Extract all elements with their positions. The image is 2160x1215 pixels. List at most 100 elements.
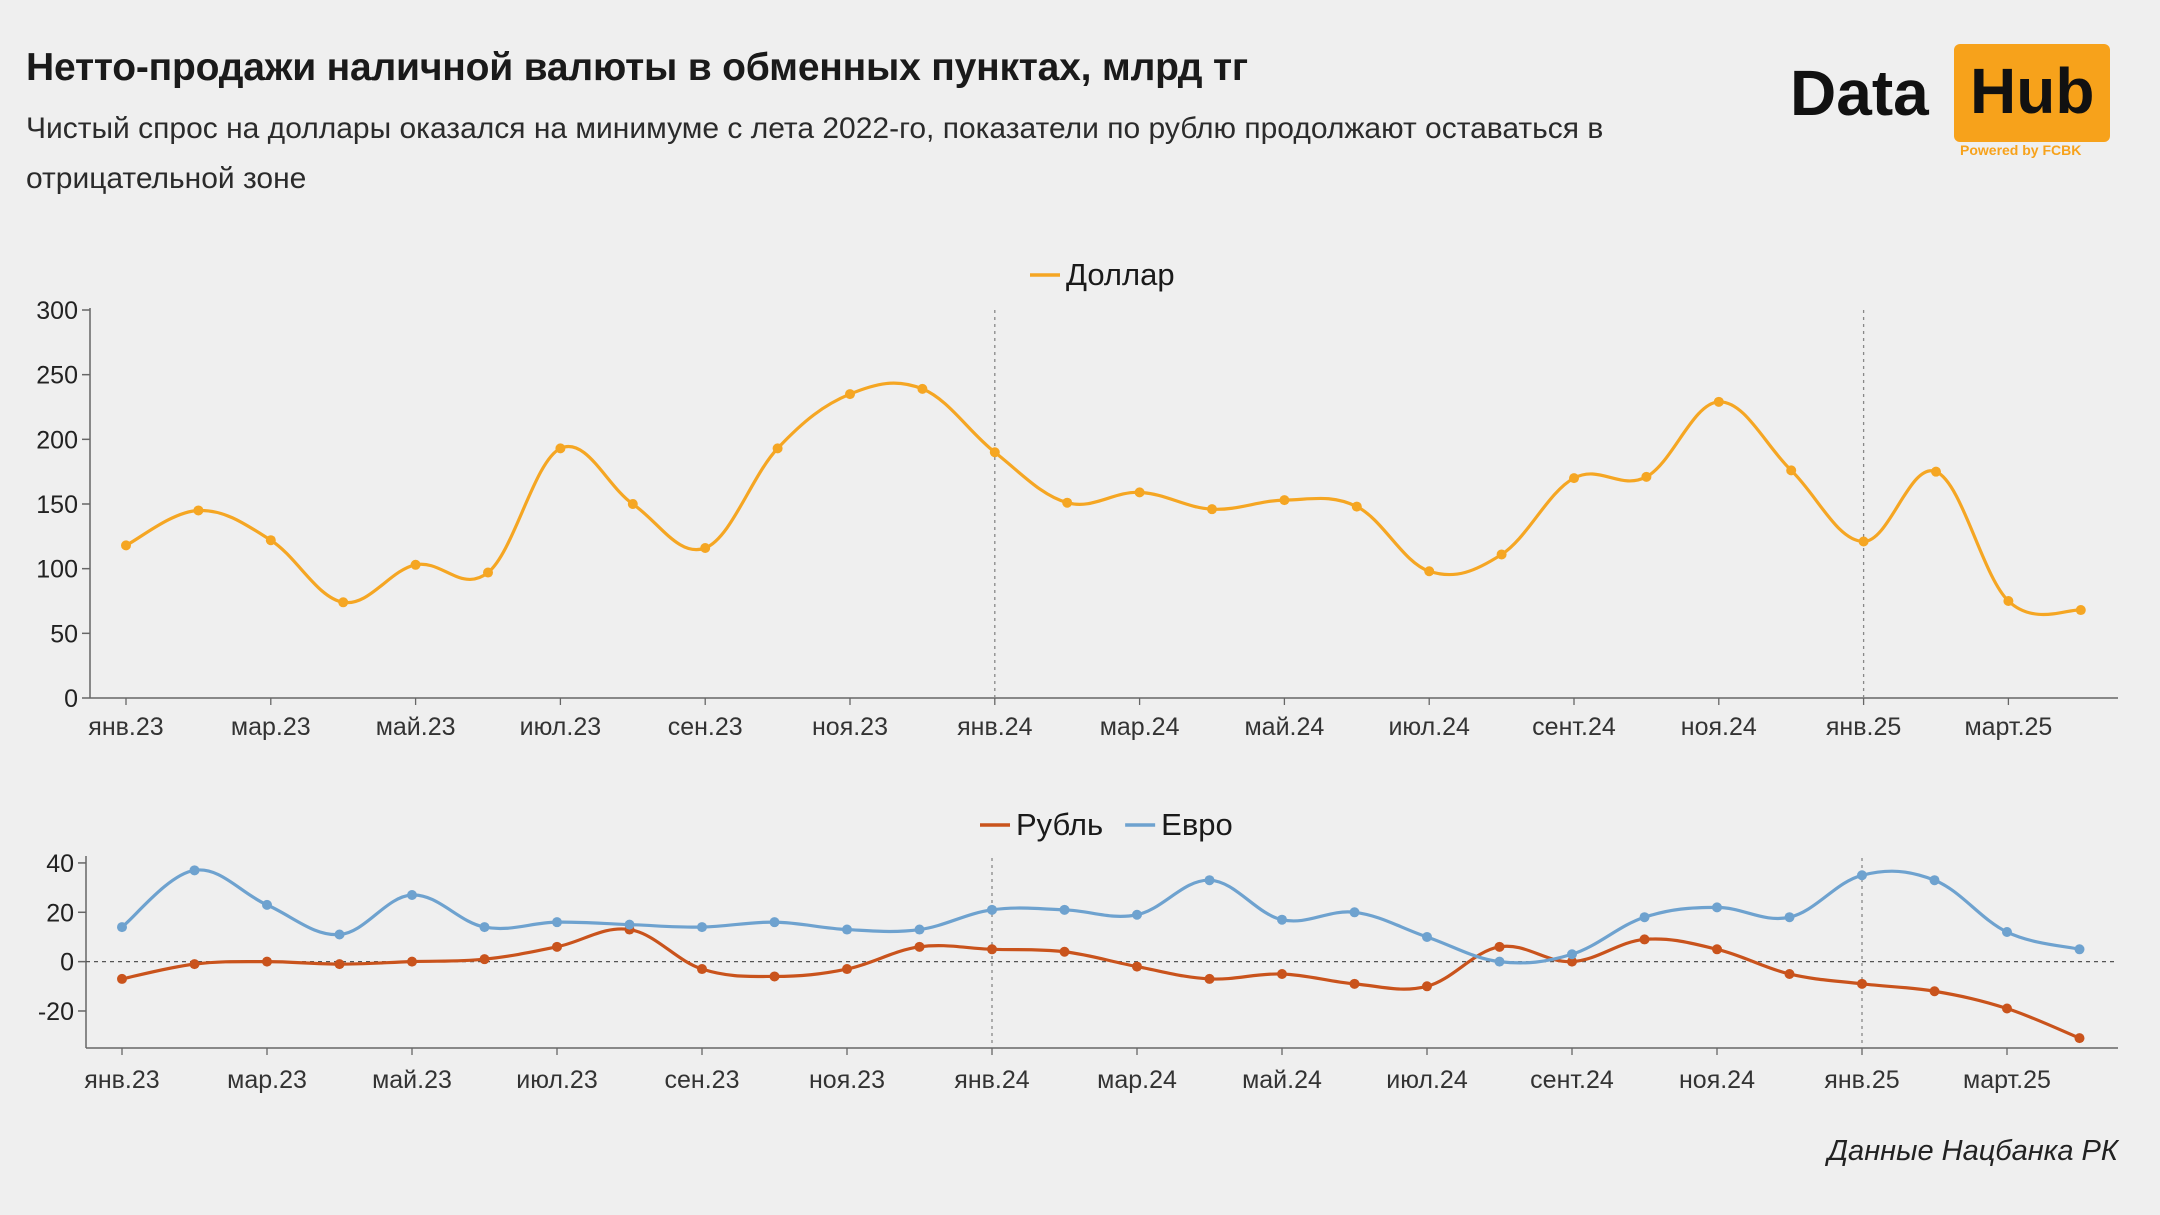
data-point: [117, 973, 127, 984]
x-tick-label: июл.23: [516, 1066, 598, 1094]
source-note: Данные Нацбанка РК: [1827, 1135, 2118, 1167]
y-tick-label: 250: [36, 362, 78, 390]
x-tick-label: сен.23: [668, 713, 743, 741]
x-tick-label: ноя.23: [809, 1066, 885, 1094]
data-point: [1567, 956, 1577, 967]
data-point: [1132, 961, 1142, 972]
x-tick-label: ноя.23: [812, 713, 888, 741]
data-point: [2074, 944, 2085, 955]
data-point: [121, 540, 131, 551]
x-tick-label: сент.24: [1530, 1066, 1614, 1094]
data-point: [1639, 912, 1650, 923]
series-line: [120, 868, 2080, 965]
data-point: [769, 971, 780, 982]
x-tick-label: янв.25: [1826, 713, 1901, 741]
dollar-chart: 0 50 100 150 200 250 300 янв.23 мар.23 май.23 июл.…: [36, 257, 2118, 741]
x-tick-label: май.23: [372, 1066, 452, 1094]
data-point: [917, 383, 928, 394]
x-tick-label: май.23: [376, 713, 456, 741]
data-point: [914, 924, 925, 935]
x-tick-label: июл.24: [1386, 1066, 1468, 1094]
x-tick-label: май.24: [1244, 713, 1324, 741]
y-tick-label: -20: [38, 998, 74, 1026]
x-tick-label: янв.23: [88, 713, 163, 741]
data-point: [2003, 596, 2014, 606]
data-point: [1207, 504, 1217, 515]
data-point: [262, 899, 272, 910]
data-point: [624, 919, 635, 930]
legend-item: Евро: [1125, 807, 1233, 842]
x-tick-label: сент.24: [1532, 713, 1616, 741]
data-point: [1496, 549, 1507, 560]
chart-title: Нетто-продажи наличной валюты в обменных…: [26, 46, 1248, 89]
y-tick-label: 0: [64, 685, 78, 713]
data-point: [1713, 396, 1724, 407]
data-point: [338, 597, 349, 608]
series-ruble: [117, 924, 2085, 1044]
chart-subtitle: Чистый спрос на доллары оказался на мини…: [26, 112, 1604, 195]
data-point: [410, 559, 421, 570]
y-tick-label: 20: [46, 899, 74, 927]
data-point: [334, 929, 345, 940]
data-point: [1494, 956, 1505, 967]
data-point: [987, 904, 997, 915]
x-tick-label: янв.24: [954, 1066, 1029, 1094]
data-point: [1422, 981, 1432, 992]
data-point: [769, 917, 780, 928]
data-point: [189, 865, 200, 876]
data-point: [1132, 909, 1142, 920]
data-point: [1277, 968, 1287, 979]
legend-label: Доллар: [1066, 257, 1175, 292]
data-point: [845, 389, 855, 400]
data-point: [989, 447, 1000, 458]
logo-powered-by: Powered by FCBK: [1960, 142, 2082, 158]
x-tick-label: мар.24: [1097, 1066, 1177, 1094]
x-tick-label: мар.24: [1100, 713, 1180, 741]
data-point: [479, 922, 490, 933]
data-point: [1857, 870, 1867, 881]
x-tick-label: янв.23: [84, 1066, 159, 1094]
data-point: [1349, 978, 1360, 989]
data-point: [1712, 944, 1722, 955]
data-point: [1784, 912, 1795, 923]
data-point: [265, 535, 276, 546]
legend-label: Рубль: [1016, 807, 1103, 842]
data-point: [627, 499, 638, 509]
data-point: [1641, 471, 1652, 482]
data-point: [407, 890, 417, 901]
x-tick-label: мар.23: [227, 1066, 307, 1094]
data-point: [193, 505, 204, 516]
x-tick-label: сен.23: [665, 1066, 740, 1094]
data-point: [334, 959, 345, 970]
data-point: [697, 922, 707, 933]
x-tick-label: июл.23: [520, 713, 602, 741]
data-point: [1349, 907, 1360, 918]
x-tick-label: март.25: [1963, 1066, 2051, 1094]
data-point: [1567, 949, 1577, 960]
data-point: [1569, 473, 1579, 484]
data-point: [1204, 973, 1215, 984]
data-point: [1134, 487, 1145, 498]
data-point: [262, 956, 272, 967]
ruble-euro-chart: -20 0 20 40 янв.23 мар.23 май.23 июл.23 сен.23 но…: [38, 807, 2118, 1094]
logo-word-data: Data: [1790, 57, 1929, 129]
data-point: [1351, 501, 1362, 512]
data-point: [1786, 465, 1797, 476]
data-point: [2075, 605, 2086, 616]
data-point: [1494, 941, 1505, 952]
data-point: [1204, 875, 1215, 886]
data-point: [552, 941, 562, 952]
logo-word-hub: Hub: [1954, 44, 2111, 142]
data-point: [1279, 495, 1290, 506]
y-tick-label: 100: [36, 556, 78, 584]
data-point: [2002, 927, 2012, 938]
data-point: [772, 443, 783, 454]
data-point: [842, 964, 852, 975]
x-tick-label: ноя.24: [1679, 1066, 1755, 1094]
series-dollar: [121, 381, 2086, 617]
series-line: [125, 381, 2081, 617]
data-point: [1422, 931, 1432, 942]
data-point: [697, 964, 707, 975]
data-point: [700, 542, 711, 553]
legend-item: Доллар: [1030, 257, 1175, 292]
